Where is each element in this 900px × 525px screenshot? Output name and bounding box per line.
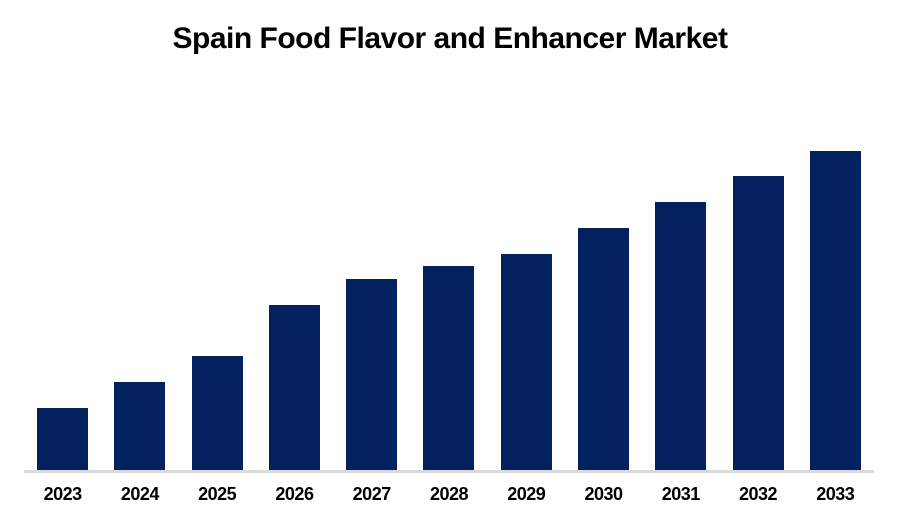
bar-slot <box>797 150 874 470</box>
x-axis-labels: 2023 2024 2025 2026 2027 2028 2029 2030 2031 2032… <box>24 484 874 505</box>
bar-2026 <box>268 305 320 470</box>
bar-slot <box>24 150 101 470</box>
x-axis-label-2024: 2024 <box>120 484 160 504</box>
bar-slot <box>333 150 410 470</box>
bar-2025 <box>191 356 243 470</box>
x-axis-label-2033: 2033 <box>816 484 855 504</box>
x-axis-label-2026: 2026 <box>275 484 314 504</box>
x-axis-label-2030: 2030 <box>584 484 623 504</box>
bar-2028 <box>423 266 475 470</box>
x-axis-line <box>24 470 874 473</box>
bar-2023 <box>37 408 89 470</box>
bar-2033 <box>809 151 861 470</box>
bar-2032 <box>732 176 784 470</box>
bar-2027 <box>346 279 398 470</box>
x-axis-label-2027: 2027 <box>352 484 392 504</box>
bar-slot <box>642 150 719 470</box>
bar-slot <box>719 150 796 470</box>
bar-2031 <box>655 202 707 470</box>
chart-title: Spain Food Flavor and Enhancer Market <box>172 22 728 55</box>
x-axis-label-2028: 2028 <box>429 484 469 504</box>
bar-slot <box>256 150 333 470</box>
x-axis-label-2029: 2029 <box>507 484 546 504</box>
x-axis-label-2025: 2025 <box>198 484 237 504</box>
bar-2024 <box>114 382 166 470</box>
x-axis-label-2032: 2032 <box>739 484 778 504</box>
x-axis-label-2023: 2023 <box>43 484 83 504</box>
bar-slot <box>179 150 256 470</box>
bar-slot <box>101 150 178 470</box>
bar-2029 <box>500 254 552 470</box>
plot-area <box>24 150 874 470</box>
bar-2030 <box>577 228 629 470</box>
bar-slot <box>565 150 642 470</box>
x-axis-label-2031: 2031 <box>661 484 701 504</box>
bar-slot <box>410 150 487 470</box>
bar-slot <box>488 150 565 470</box>
